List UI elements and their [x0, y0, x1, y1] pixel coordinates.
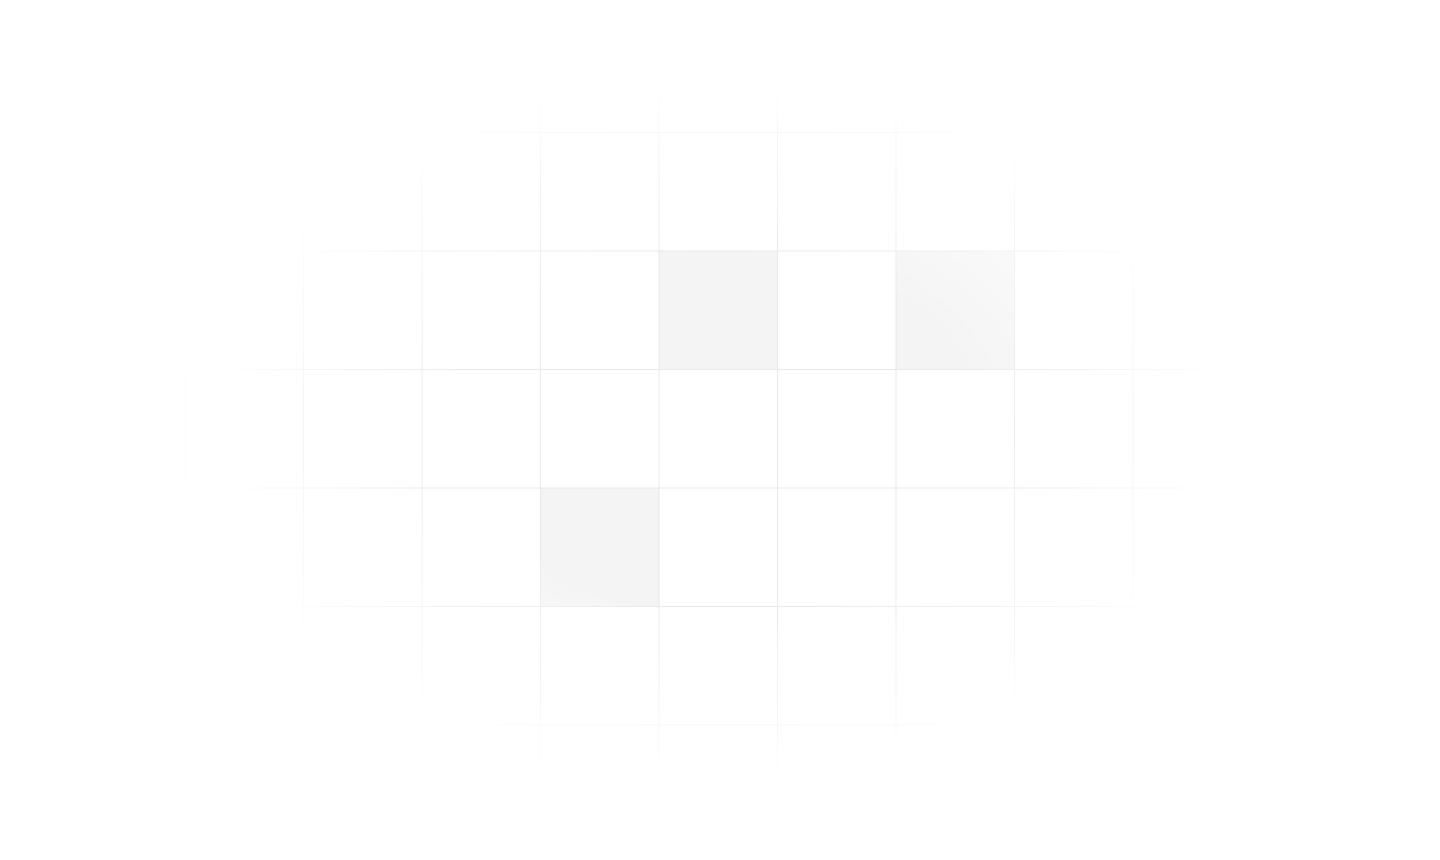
highlighted-grid-cell: [659, 251, 778, 370]
highlighted-grid-cell: [540, 488, 659, 607]
highlighted-grid-cell: [896, 251, 1015, 370]
